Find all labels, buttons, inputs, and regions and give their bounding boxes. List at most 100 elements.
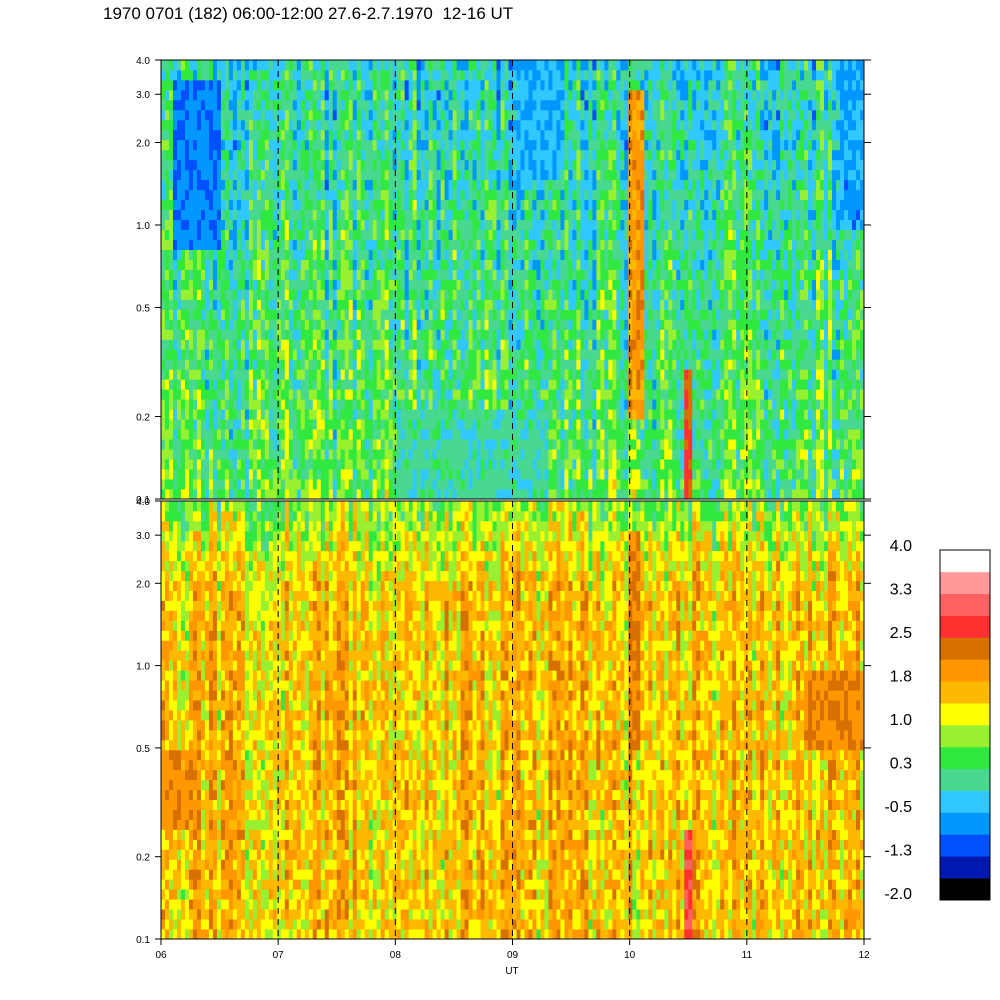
heatmap-cell — [220, 129, 226, 141]
heatmap-cell — [292, 149, 298, 161]
heatmap-cell — [412, 159, 418, 171]
heatmap-cell — [224, 399, 230, 410]
heatmap-cell — [452, 409, 457, 420]
heatmap-cell — [484, 279, 489, 290]
heatmap-cell — [284, 369, 290, 380]
heatmap-cell — [340, 99, 346, 111]
heatmap-cell — [548, 399, 553, 410]
heatmap-cell — [216, 439, 222, 450]
heatmap-cell — [484, 409, 489, 420]
heatmap-cell — [164, 119, 170, 131]
heatmap-cell — [416, 239, 422, 250]
heatmap-cell — [284, 319, 290, 330]
heatmap-cell — [161, 409, 166, 420]
heatmap-cell — [548, 129, 553, 141]
heatmap-cell — [384, 369, 390, 380]
heatmap-cell — [208, 329, 214, 340]
heatmap-cell — [448, 199, 453, 211]
heatmap-cell — [516, 449, 521, 460]
heatmap-cell — [212, 409, 218, 420]
heatmap-cell — [460, 239, 465, 250]
heatmap-cell — [340, 349, 346, 360]
heatmap-cell — [252, 269, 258, 280]
heatmap-cell — [552, 399, 557, 410]
heatmap-cell — [204, 299, 210, 310]
heatmap-cell — [596, 259, 601, 270]
heatmap-cell — [268, 69, 274, 81]
heatmap-cell — [476, 89, 481, 101]
heatmap-cell — [444, 469, 449, 480]
heatmap-cell — [436, 219, 441, 231]
heatmap-cell — [368, 69, 374, 81]
heatmap-cell — [524, 429, 529, 440]
heatmap-cell — [244, 99, 250, 111]
heatmap-cell — [284, 389, 290, 400]
heatmap-cell — [540, 479, 545, 490]
heatmap-cell — [304, 459, 310, 470]
heatmap-cell — [244, 349, 250, 360]
heatmap-cell — [304, 369, 310, 380]
heatmap-cell — [340, 119, 346, 131]
heatmap-cell — [248, 339, 254, 350]
heatmap-cell — [564, 449, 569, 460]
heatmap-cell — [500, 489, 505, 500]
heatmap-cell — [560, 339, 565, 350]
heatmap-cell — [516, 149, 521, 161]
heatmap-cell — [360, 309, 366, 320]
heatmap-cell — [300, 169, 306, 181]
heatmap-cell — [188, 269, 194, 280]
heatmap-cell — [544, 439, 549, 450]
heatmap-cell — [444, 289, 449, 300]
heatmap-cell — [212, 479, 218, 490]
heatmap-cell — [592, 389, 597, 400]
heatmap-cell — [172, 79, 178, 91]
heatmap-cell — [580, 109, 585, 121]
heatmap-cell — [172, 449, 178, 460]
heatmap-cell — [604, 189, 609, 201]
heatmap-cell — [420, 319, 426, 330]
heatmap-cell — [308, 489, 314, 500]
heatmap-cell — [520, 299, 525, 310]
heatmap-cell — [480, 389, 485, 400]
heatmap-cell — [464, 489, 469, 500]
heatmap-cell — [596, 239, 601, 250]
heatmap-cell — [396, 419, 402, 430]
heatmap-cell — [496, 489, 501, 500]
heatmap-cell — [292, 119, 298, 131]
heatmap-cell — [192, 69, 198, 81]
heatmap-cell — [452, 149, 457, 161]
heatmap-cell — [404, 349, 410, 360]
heatmap-cell — [388, 469, 394, 480]
heatmap-cell — [276, 219, 282, 231]
heatmap-cell — [260, 189, 266, 201]
heatmap-cell — [224, 279, 230, 290]
heatmap-cell — [528, 329, 533, 340]
heatmap-cell — [264, 169, 270, 181]
heatmap-cell — [512, 319, 517, 330]
heatmap-cell — [236, 109, 242, 121]
heatmap-cell — [356, 69, 362, 81]
heatmap-cell — [580, 259, 585, 270]
heatmap-cell — [432, 139, 437, 151]
heatmap-cell — [336, 409, 342, 420]
heatmap-cell — [364, 99, 370, 111]
heatmap-cell — [476, 389, 481, 400]
heatmap-cell — [416, 119, 422, 131]
heatmap-cell — [324, 129, 330, 141]
heatmap-cell — [516, 369, 521, 380]
heatmap-cell — [484, 99, 489, 111]
heatmap-cell — [456, 319, 461, 330]
heatmap-cell — [404, 489, 410, 500]
heatmap-cell — [408, 109, 414, 121]
heatmap-cell — [568, 379, 573, 390]
heatmap-cell — [308, 249, 314, 260]
heatmap-cell — [504, 489, 509, 500]
heatmap-cell — [352, 179, 358, 191]
heatmap-cell — [316, 419, 322, 430]
heatmap-cell — [520, 109, 525, 121]
heatmap-cell — [468, 389, 473, 400]
heatmap-cell — [161, 89, 166, 101]
heatmap-cell — [388, 129, 394, 141]
heatmap-cell — [164, 189, 170, 201]
heatmap-cell — [372, 60, 378, 71]
